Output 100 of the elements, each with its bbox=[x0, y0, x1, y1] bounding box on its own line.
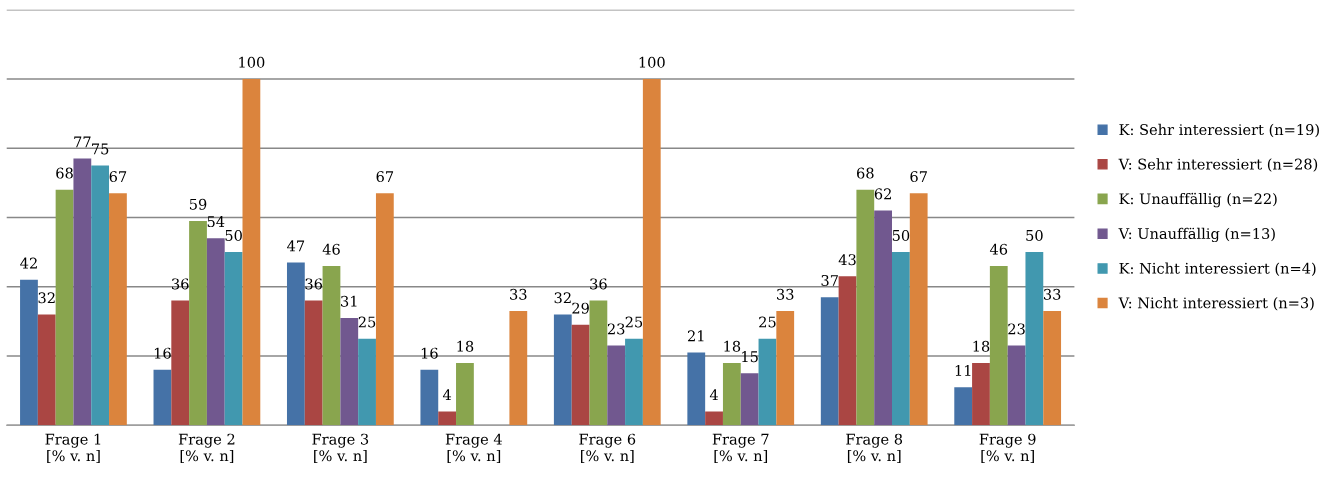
bar bbox=[589, 300, 608, 426]
data-label: 32 bbox=[554, 292, 571, 304]
bar bbox=[420, 369, 439, 426]
data-label: 59 bbox=[189, 198, 207, 210]
data-label: 18 bbox=[457, 340, 474, 352]
bar bbox=[438, 411, 457, 426]
data-label: 75 bbox=[92, 143, 109, 155]
legend-label: K: Nicht interessiert (n=4) bbox=[1119, 262, 1316, 276]
data-label: 11 bbox=[955, 364, 971, 376]
bar bbox=[740, 373, 759, 426]
data-label: 33 bbox=[510, 288, 527, 300]
x-tick-label: Frage 2 [% v. n] bbox=[178, 433, 235, 463]
data-label: 18 bbox=[973, 340, 990, 352]
legend-label: V: Sehr interessiert (n=28) bbox=[1118, 158, 1318, 172]
bar bbox=[55, 189, 74, 426]
data-label: 36 bbox=[590, 278, 607, 290]
data-label: 25 bbox=[625, 316, 643, 328]
bar bbox=[625, 338, 643, 426]
data-label: 67 bbox=[109, 171, 127, 183]
bar bbox=[73, 158, 92, 426]
data-label: 37 bbox=[821, 274, 838, 286]
data-label: 33 bbox=[1043, 288, 1061, 300]
bar bbox=[358, 338, 376, 426]
data-label: 68 bbox=[857, 167, 874, 179]
bar bbox=[509, 310, 528, 426]
data-label: 62 bbox=[874, 188, 891, 200]
bar bbox=[892, 252, 910, 426]
bar bbox=[20, 279, 38, 426]
data-label: 33 bbox=[777, 288, 794, 300]
data-label: 67 bbox=[376, 171, 394, 183]
data-label: 32 bbox=[38, 292, 55, 304]
bar bbox=[189, 220, 207, 426]
x-tick-label: Frage 9 [% v. n] bbox=[979, 433, 1036, 463]
data-label: 50 bbox=[225, 229, 242, 241]
bar bbox=[456, 362, 474, 426]
data-label: 15 bbox=[742, 351, 758, 363]
data-label: 47 bbox=[287, 240, 305, 252]
bar bbox=[607, 345, 626, 426]
data-label: 50 bbox=[892, 229, 910, 241]
data-label: 4 bbox=[442, 389, 452, 401]
data-label: 67 bbox=[910, 171, 927, 183]
data-label: 25 bbox=[358, 316, 376, 328]
bar bbox=[776, 310, 795, 426]
bar bbox=[242, 78, 261, 426]
data-label: 100 bbox=[239, 56, 265, 68]
data-label: 4 bbox=[709, 389, 718, 401]
data-label: 77 bbox=[74, 136, 91, 148]
data-label: 43 bbox=[838, 254, 856, 266]
data-label: 54 bbox=[207, 216, 225, 228]
bar bbox=[340, 317, 359, 426]
bar bbox=[206, 238, 225, 426]
data-label: 50 bbox=[1026, 229, 1043, 241]
x-tick-label: Frage 4 [% v. n] bbox=[445, 433, 502, 463]
bar bbox=[375, 193, 394, 426]
data-label: 21 bbox=[687, 330, 704, 342]
bar bbox=[571, 324, 590, 426]
legend-label: V: Nicht interessiert (n=3) bbox=[1118, 297, 1314, 311]
bar bbox=[171, 300, 190, 426]
bar bbox=[838, 276, 857, 426]
legend-label: K: Sehr interessiert (n=19) bbox=[1119, 123, 1319, 138]
x-tick-label: Frage 8 [% v. n] bbox=[846, 433, 903, 463]
legend-label: V: Unauffällig (n=13) bbox=[1118, 227, 1275, 243]
bar bbox=[705, 411, 723, 426]
bar bbox=[989, 265, 1008, 426]
data-label: 29 bbox=[572, 302, 589, 314]
data-label: 25 bbox=[759, 316, 776, 328]
data-label: 23 bbox=[1008, 323, 1025, 335]
bar bbox=[553, 314, 572, 426]
bar bbox=[304, 300, 323, 426]
bar bbox=[972, 362, 990, 426]
data-label: 23 bbox=[607, 323, 625, 335]
bar bbox=[820, 297, 839, 426]
bar bbox=[954, 387, 973, 426]
x-tick-label: Frage 6 [% v. n] bbox=[579, 433, 636, 463]
data-label: 16 bbox=[421, 347, 438, 359]
bar bbox=[153, 369, 172, 426]
data-label: 42 bbox=[20, 257, 37, 269]
data-label: 46 bbox=[322, 243, 340, 255]
data-label: 31 bbox=[341, 295, 357, 307]
bar bbox=[642, 78, 661, 426]
data-label: 46 bbox=[989, 243, 1008, 255]
bar bbox=[322, 265, 341, 426]
data-label: 16 bbox=[154, 347, 171, 359]
bar bbox=[687, 352, 706, 426]
data-label: 36 bbox=[305, 278, 323, 290]
bar bbox=[909, 193, 928, 426]
bar bbox=[1007, 345, 1026, 426]
data-label: 100 bbox=[639, 56, 665, 68]
bar bbox=[856, 189, 875, 426]
bar bbox=[758, 338, 777, 426]
bar bbox=[286, 262, 305, 426]
legend-label: K: Unauffällig (n=22) bbox=[1119, 192, 1277, 208]
x-tick-label: Frage 3 [% v. n] bbox=[312, 433, 369, 463]
bar bbox=[109, 193, 127, 426]
bar bbox=[1025, 252, 1044, 426]
bar bbox=[224, 252, 243, 426]
x-tick-label: Frage 7 [% v. n] bbox=[712, 433, 769, 463]
bar bbox=[1043, 310, 1062, 426]
data-label: 36 bbox=[172, 278, 189, 290]
bar bbox=[91, 165, 110, 426]
